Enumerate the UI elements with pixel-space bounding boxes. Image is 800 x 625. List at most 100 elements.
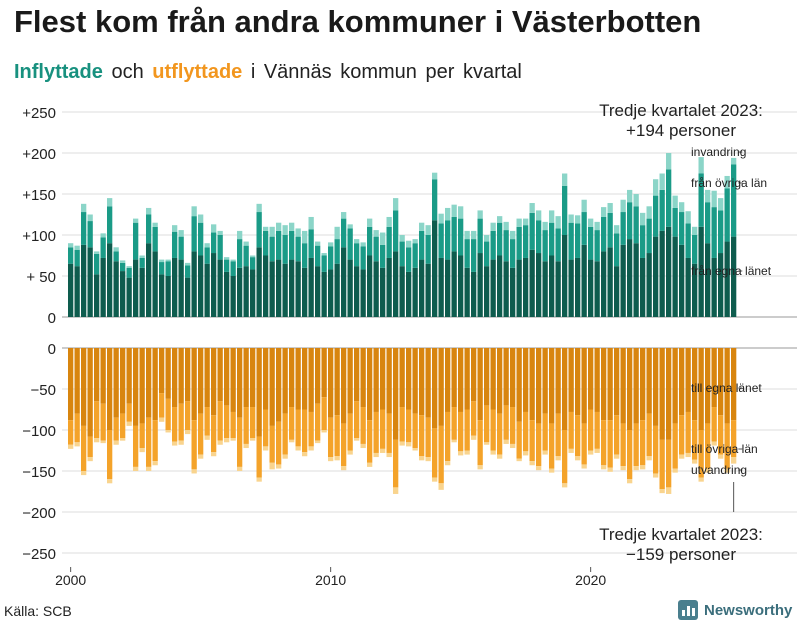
- inflyttade-bar-1: [555, 261, 561, 317]
- utflyttade-bar-3: [373, 452, 379, 458]
- inflyttade-bar-1: [373, 261, 379, 317]
- inflyttade-bar-2: [172, 231, 178, 258]
- inflyttade-bar-2: [555, 228, 561, 262]
- utflyttade-bar-3: [406, 442, 412, 447]
- utflyttade-bar-3: [601, 465, 607, 470]
- inflyttade-bar-3: [724, 175, 730, 189]
- utflyttade-bar-1: [295, 348, 301, 410]
- inflyttade-bar-2: [666, 169, 672, 227]
- inflyttade-bar-3: [191, 206, 197, 217]
- inflyttade-bar-3: [347, 224, 353, 229]
- utflyttade-bar-1: [328, 348, 334, 418]
- utflyttade-bar-1: [607, 348, 613, 421]
- utflyttade-bar-1: [406, 348, 412, 410]
- utflyttade-bar-2: [211, 415, 217, 453]
- utflyttade-bar-3: [640, 465, 646, 470]
- utflyttade-bar-1: [139, 348, 145, 424]
- utflyttade-bar-2: [646, 413, 652, 457]
- utflyttade-bar-3: [653, 473, 659, 478]
- utflyttade-bar-2: [74, 413, 80, 443]
- inflyttade-bar-1: [575, 257, 581, 317]
- top-y-tick-label: +200: [22, 146, 56, 163]
- utflyttade-bar-1: [315, 348, 321, 404]
- utflyttade-bar-3: [510, 443, 516, 449]
- inflyttade-bar-2: [276, 230, 282, 260]
- inflyttade-bar-3: [614, 225, 620, 234]
- utflyttade-bar-1: [581, 348, 587, 424]
- inflyttade-bar-1: [302, 267, 308, 317]
- x-tick-label: 2000: [55, 572, 86, 588]
- inflyttade-bar-1: [666, 226, 672, 317]
- utflyttade-bar-3: [139, 448, 145, 453]
- inflyttade-bar-3: [380, 232, 386, 245]
- in-series-label: invandring: [691, 145, 746, 159]
- utflyttade-bar-3: [614, 454, 620, 459]
- inflyttade-bar-3: [276, 222, 282, 231]
- inflyttade-bar-1: [503, 261, 509, 317]
- utflyttade-bar-1: [107, 348, 113, 430]
- utflyttade-bar-2: [406, 409, 412, 443]
- utflyttade-bar-2: [172, 407, 178, 442]
- inflyttade-bar-2: [503, 230, 509, 262]
- inflyttade-bar-2: [269, 236, 275, 262]
- inflyttade-bar-2: [282, 235, 288, 264]
- inflyttade-bar-3: [185, 262, 191, 266]
- utflyttade-bar-3: [295, 446, 301, 451]
- inflyttade-bar-2: [230, 261, 236, 276]
- bottom-y-tick-label: −250: [22, 546, 56, 563]
- utflyttade-bar-3: [243, 443, 249, 449]
- inflyttade-bar-1: [139, 267, 145, 317]
- inflyttade-bar-3: [373, 230, 379, 237]
- inflyttade-bar-2: [308, 229, 314, 258]
- utflyttade-bar-1: [685, 348, 691, 412]
- chart-title: Flest kom från andra kommuner i Västerbo…: [14, 4, 702, 39]
- utflyttade-bar-1: [594, 348, 600, 412]
- utflyttade-bar-3: [497, 454, 503, 459]
- utflyttade-bar-3: [159, 417, 165, 422]
- utflyttade-bar-1: [536, 348, 542, 424]
- inflyttade-bar-3: [620, 199, 626, 213]
- inflyttade-bar-2: [516, 226, 522, 260]
- utflyttade-bar-1: [256, 348, 262, 437]
- subtitle-rest: i Vännäs kommun per kvartal: [250, 61, 522, 83]
- inflyttade-bar-3: [666, 153, 672, 170]
- inflyttade-bar-2: [523, 225, 529, 258]
- utflyttade-bar-2: [562, 430, 568, 484]
- inflyttade-bar-1: [601, 251, 607, 317]
- top-annotation-line2: +194 personer: [626, 121, 736, 140]
- inflyttade-bar-3: [250, 255, 256, 258]
- utflyttade-bar-3: [256, 477, 262, 482]
- inflyttade-bar-1: [100, 257, 106, 317]
- utflyttade-bar-1: [679, 348, 685, 416]
- utflyttade-bar-1: [224, 348, 230, 406]
- inflyttade-bar-2: [672, 207, 678, 237]
- utflyttade-bar-3: [152, 461, 158, 466]
- utflyttade-bar-2: [393, 439, 399, 488]
- utflyttade-bar-2: [718, 415, 724, 455]
- inflyttade-bar-2: [321, 255, 327, 272]
- utflyttade-bar-1: [217, 348, 223, 402]
- inflyttade-bar-3: [497, 216, 503, 223]
- inflyttade-bar-3: [536, 210, 542, 221]
- inflyttade-bar-3: [438, 213, 444, 224]
- utflyttade-bar-2: [705, 423, 711, 469]
- inflyttade-bar-2: [256, 212, 262, 248]
- inflyttade-bar-1: [347, 259, 353, 317]
- utflyttade-bar-3: [367, 462, 373, 467]
- inflyttade-bar-1: [295, 261, 301, 317]
- inflyttade-bar-1: [471, 271, 477, 317]
- inflyttade-bar-2: [94, 253, 100, 275]
- utflyttade-bar-1: [334, 348, 340, 416]
- inflyttade-bar-2: [419, 230, 425, 260]
- inflyttade-bar-3: [263, 226, 269, 231]
- utflyttade-bar-1: [484, 348, 490, 406]
- utflyttade-bar-3: [594, 448, 600, 453]
- x-tick-label: 2020: [575, 572, 606, 588]
- inflyttade-bar-1: [698, 226, 704, 317]
- utflyttade-bar-3: [399, 441, 405, 446]
- utflyttade-bar-3: [477, 465, 483, 470]
- inflyttade-bar-1: [243, 266, 249, 317]
- inflyttade-bar-3: [68, 243, 74, 248]
- utflyttade-bar-3: [627, 479, 633, 484]
- utflyttade-bar-2: [640, 420, 646, 466]
